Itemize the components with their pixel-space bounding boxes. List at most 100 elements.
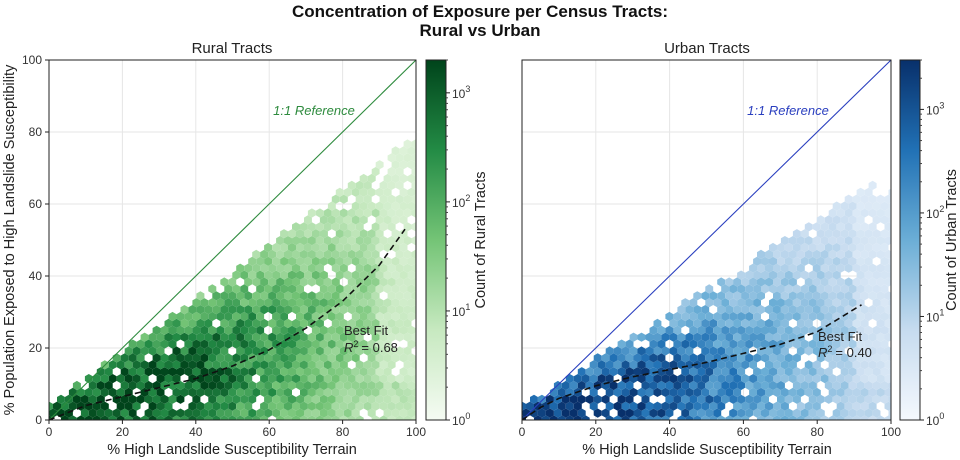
hexbin bbox=[100, 415, 109, 420]
hexbin bbox=[248, 325, 257, 335]
hexbin bbox=[383, 353, 392, 363]
hexbin bbox=[383, 284, 392, 294]
hexbin bbox=[148, 401, 157, 411]
hexbin bbox=[701, 374, 710, 384]
hexbin bbox=[689, 353, 698, 363]
hexbin bbox=[244, 277, 253, 287]
rural-reference-label: 1:1 Reference bbox=[273, 103, 355, 118]
hexbin bbox=[777, 284, 785, 294]
hexbin bbox=[363, 236, 372, 246]
hexbin bbox=[725, 318, 734, 328]
figure-title-line1: Concentration of Exposure per Census Tra… bbox=[292, 2, 668, 21]
hexbin bbox=[681, 380, 690, 391]
hexbin bbox=[780, 277, 789, 287]
hexbin bbox=[685, 401, 694, 411]
hexbin bbox=[415, 189, 416, 195]
hexbin bbox=[292, 360, 300, 370]
hexbin bbox=[92, 401, 101, 411]
hexbin bbox=[769, 242, 777, 253]
hexbin bbox=[765, 249, 773, 259]
hexbin bbox=[304, 367, 312, 377]
hexbin bbox=[840, 256, 849, 266]
hexbin bbox=[633, 408, 642, 418]
rural-reference-line bbox=[48, 59, 417, 421]
hexbin bbox=[757, 277, 765, 287]
hexbin bbox=[276, 277, 284, 287]
hexbin bbox=[188, 374, 197, 384]
urban-plot-frame bbox=[521, 59, 892, 421]
hexbin bbox=[681, 367, 690, 377]
hexbin bbox=[749, 387, 757, 397]
hexbin bbox=[848, 298, 857, 308]
hexbin bbox=[705, 339, 714, 349]
hexbin bbox=[880, 311, 889, 322]
hexbin bbox=[391, 311, 400, 322]
hexbin bbox=[689, 408, 698, 418]
hexbin bbox=[864, 325, 873, 335]
hexbin bbox=[304, 242, 312, 253]
hexbin bbox=[315, 222, 324, 232]
hexbin bbox=[757, 401, 765, 411]
hexbin bbox=[784, 339, 793, 349]
hexbin bbox=[387, 263, 396, 273]
hexbin bbox=[745, 270, 754, 280]
hexbin bbox=[296, 311, 304, 322]
hexbin bbox=[729, 408, 738, 418]
hexbin bbox=[276, 318, 284, 328]
hexbin bbox=[836, 277, 845, 287]
hexbin bbox=[816, 215, 825, 225]
hexbin bbox=[228, 277, 237, 287]
hexbin bbox=[605, 360, 614, 370]
hexbin bbox=[713, 339, 722, 349]
hexbin bbox=[152, 353, 161, 363]
hexbin bbox=[411, 387, 416, 397]
hexbin bbox=[347, 208, 356, 218]
hexbin bbox=[403, 305, 412, 315]
hexbin bbox=[844, 263, 853, 273]
hexbin bbox=[80, 408, 89, 418]
hexbin bbox=[256, 311, 265, 322]
hexbin bbox=[387, 208, 396, 218]
hexbin bbox=[769, 311, 777, 322]
hexbin bbox=[876, 387, 885, 397]
hexbin bbox=[140, 374, 149, 384]
hexbin bbox=[725, 332, 734, 342]
hexbin bbox=[359, 173, 368, 184]
hexbin bbox=[880, 298, 889, 308]
hexbin bbox=[172, 332, 181, 342]
hexbin bbox=[641, 380, 650, 391]
hexbin bbox=[541, 415, 550, 420]
hexbin bbox=[585, 367, 594, 377]
hexbin bbox=[168, 408, 177, 418]
hexbin bbox=[820, 291, 829, 301]
hexbin bbox=[769, 367, 777, 377]
hexbin bbox=[375, 353, 384, 363]
hexbin bbox=[800, 270, 809, 280]
hexbin bbox=[232, 270, 241, 280]
hexbin bbox=[773, 277, 781, 287]
hexbin bbox=[192, 311, 201, 322]
hexbin bbox=[411, 291, 416, 301]
hexbin bbox=[343, 394, 352, 404]
hexbin bbox=[351, 256, 360, 266]
hexbin bbox=[383, 298, 392, 308]
hexbin bbox=[415, 355, 416, 361]
hexbin bbox=[339, 318, 348, 328]
hexbin bbox=[681, 353, 690, 363]
hexbin bbox=[792, 408, 801, 418]
hexbin bbox=[300, 360, 308, 370]
hexbin bbox=[411, 236, 416, 246]
hexbin bbox=[713, 311, 722, 322]
hexbin bbox=[399, 408, 408, 418]
hexbin bbox=[160, 339, 169, 349]
hexbin bbox=[737, 394, 746, 404]
hexbin bbox=[383, 311, 392, 322]
hexbin bbox=[784, 353, 793, 363]
hexbin bbox=[144, 339, 153, 349]
hexbin bbox=[808, 256, 817, 266]
hexbin bbox=[765, 387, 773, 397]
hexbin bbox=[371, 332, 380, 342]
hexbin bbox=[387, 167, 396, 177]
hexbin bbox=[689, 298, 698, 308]
